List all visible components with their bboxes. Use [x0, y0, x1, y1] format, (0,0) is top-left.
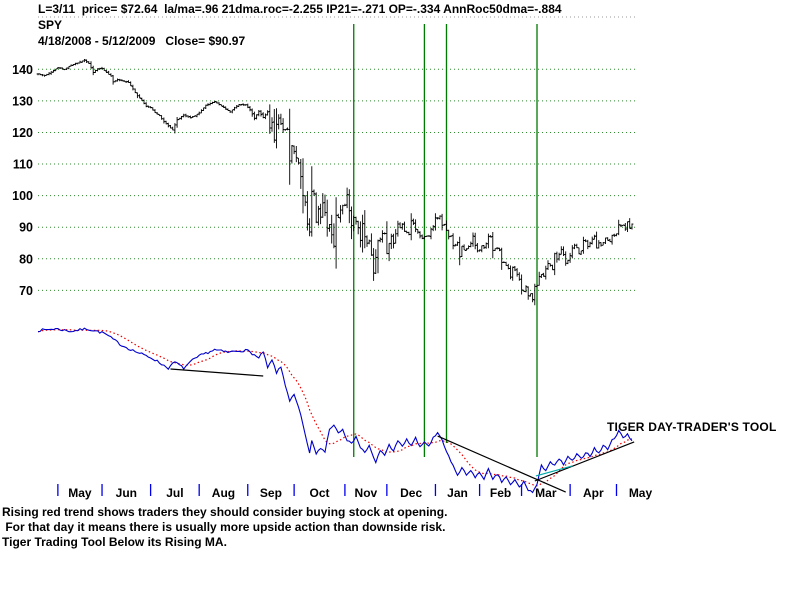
month-label: Mar: [535, 486, 557, 500]
indicator-stats-line: L=3/11 price= $72.64 la/ma=.96 21dma.roc…: [38, 2, 562, 16]
price-axis: 140 130 120 110 100 90 80 70: [12, 63, 33, 298]
tool-label: TIGER DAY-TRADER'S TOOL: [607, 420, 777, 434]
indicator-trendline: [437, 435, 566, 493]
teal-trendline: [535, 465, 573, 477]
ohlc-bars-path: [36, 59, 634, 306]
month-label: Oct: [310, 486, 330, 500]
month-label: Sep: [260, 486, 282, 500]
month-label: Apr: [583, 486, 604, 500]
month-label: Jun: [116, 486, 137, 500]
price-axis-label: 130: [12, 94, 33, 108]
indicator-blue-line: [37, 327, 633, 494]
price-axis-label: 100: [12, 189, 33, 203]
price-axis-label: 140: [12, 63, 33, 77]
month-label: Feb: [490, 486, 511, 500]
indicator-ma-red-dotted: [37, 329, 633, 487]
month-label: May: [68, 486, 92, 500]
annotation-line-1: Rising red trend shows traders they shou…: [2, 505, 448, 519]
annotation-line-2: For that day it means there is usually m…: [2, 520, 446, 534]
trendlines: [170, 368, 635, 493]
month-label: May: [629, 486, 653, 500]
ticker-symbol: SPY: [38, 18, 63, 32]
price-axis-label: 80: [19, 252, 33, 266]
month-axis: May Jun Jul Aug Sep Oct Nov Dec Jan Feb Mar Apr May: [57, 484, 653, 500]
month-label: Jul: [166, 486, 183, 500]
signal-vlines: [353, 24, 538, 457]
price-axis-label: 90: [19, 221, 33, 235]
annotation-line-3: Tiger Trading Tool Below its Rising MA.: [2, 535, 227, 549]
month-label: Nov: [355, 486, 378, 500]
price-axis-label: 70: [19, 284, 33, 298]
date-range-and-close: 4/18/2008 - 5/12/2009 Close= $90.97: [38, 34, 246, 48]
indicator-trendline: [170, 368, 264, 377]
ohlc-bars: [36, 59, 634, 306]
month-label: Dec: [400, 486, 422, 500]
indicator-panel: [37, 327, 633, 494]
month-label: Jan: [447, 486, 468, 500]
price-axis-label: 120: [12, 126, 33, 140]
month-label: Aug: [212, 486, 235, 500]
price-axis-label: 110: [13, 158, 33, 172]
indicator-trendline: [534, 441, 635, 482]
